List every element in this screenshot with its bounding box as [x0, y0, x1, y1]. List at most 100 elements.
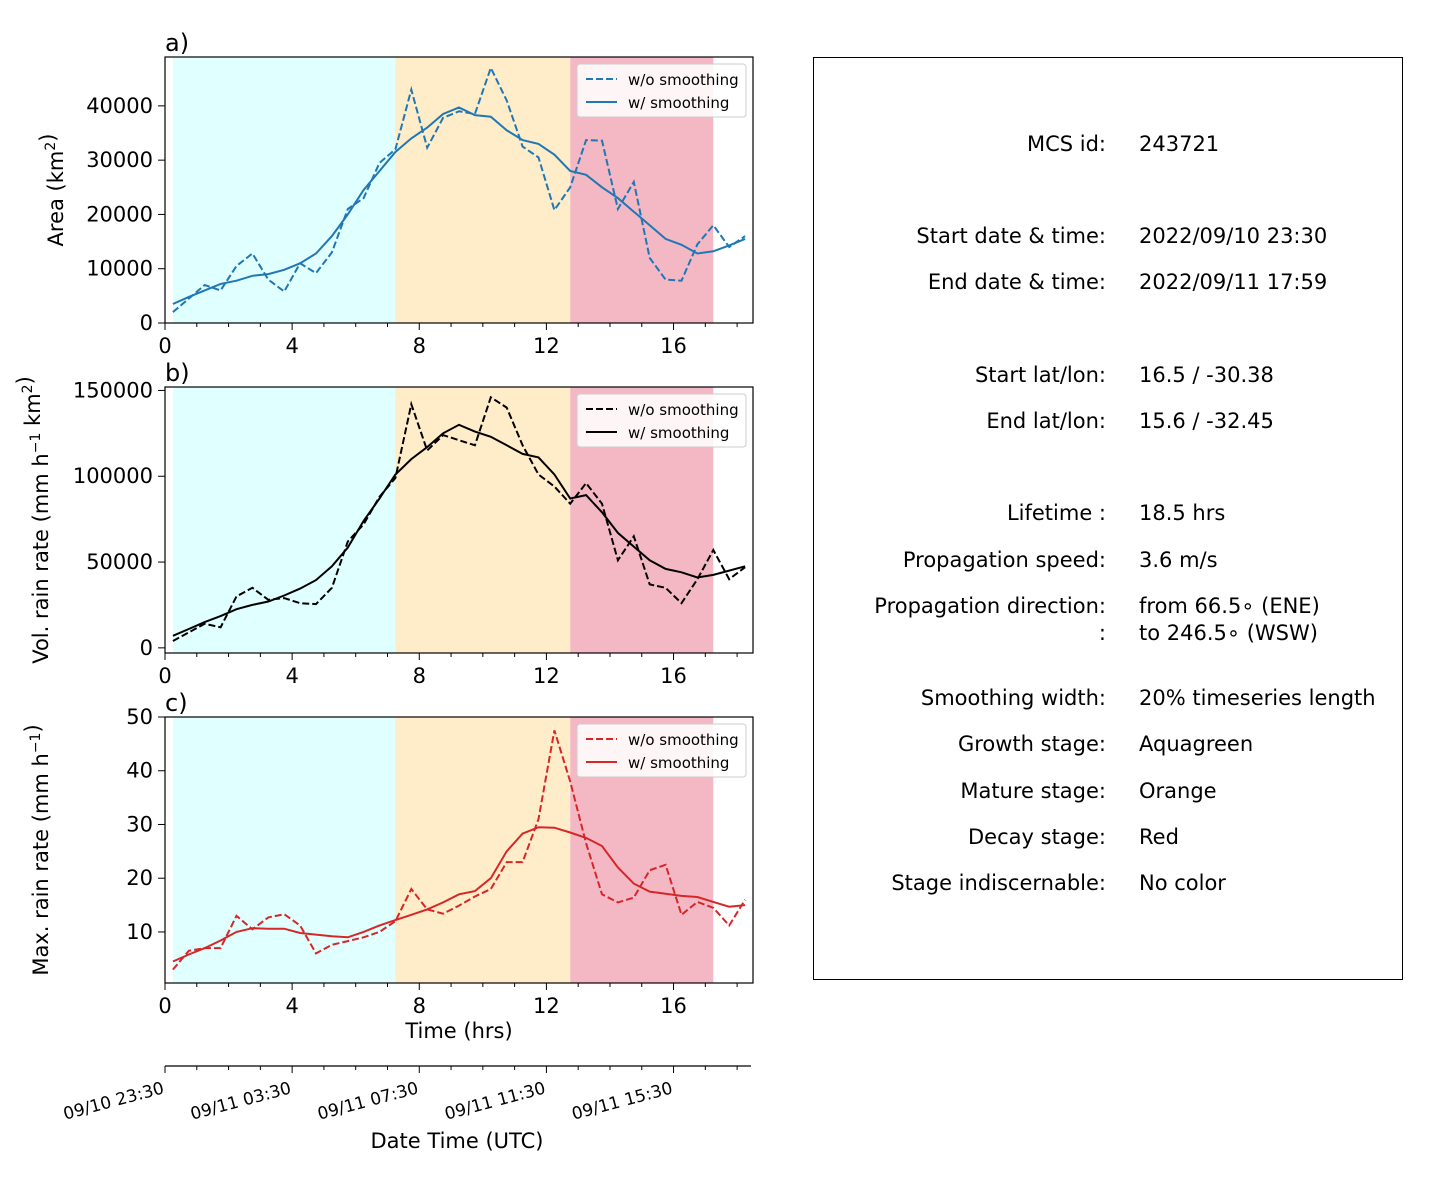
stage-growth-band: [172, 387, 396, 653]
y-tick-label: 20: [126, 866, 153, 890]
panel-c: 0 4 8 12 16 10 20 30 40 50 c) Max. rain rate (mm h−…: [21, 689, 754, 1043]
speed-label: Propagation speed:: [902, 548, 1106, 572]
x-axis-label: Time (hrs): [404, 1019, 512, 1043]
smoothing-value: 20% timeseries length: [1139, 686, 1376, 710]
y-tick-label: 50000: [86, 550, 153, 574]
y-label-superscript: 2: [43, 142, 59, 151]
series-unsmoothed-line: [172, 65, 746, 313]
x-tick-label: 16: [660, 664, 687, 688]
date-tick-label: 09/11 07:30: [316, 1079, 421, 1125]
y-label-superscript: 2: [20, 384, 36, 393]
panel-a: 0 4 8 12 16 0 10000 20000 30000 40000 a) Area (km2)…: [36, 29, 754, 358]
legend: w/o smoothing w/ smoothing: [576, 393, 747, 448]
direction-to-value: to 246.5∘ (WSW): [1139, 621, 1318, 645]
x-tick-label: 8: [413, 664, 426, 688]
date-tick-label: 09/10 23:30: [61, 1079, 166, 1125]
end-latlon-label: End lat/lon:: [986, 409, 1106, 433]
plot-frame: [164, 386, 754, 654]
end-latlon-value: 15.6 / -32.45: [1139, 409, 1274, 433]
mcs-id-value: 243721: [1139, 132, 1220, 156]
x-tick-label: 12: [533, 994, 560, 1018]
legend-label: w/ smoothing: [628, 424, 729, 442]
panel-b: 0 4 8 12 16 0 50000 100000 150000 b) Vol. rain rat…: [13, 359, 754, 688]
y-tick-label: 10000: [86, 257, 153, 281]
x-tick-label: 4: [285, 334, 298, 358]
y-tick-label: 40000: [86, 94, 153, 118]
stage-mature-band: [395, 57, 571, 323]
x-tick-label: 12: [533, 334, 560, 358]
panel-label: c): [165, 689, 188, 717]
indiscernable-label: Stage indiscernable:: [891, 871, 1106, 895]
lifetime-label: Lifetime :: [1006, 501, 1106, 525]
legend-box: [576, 63, 747, 118]
y-label-part: ): [36, 134, 60, 142]
end-time-label: End date & time:: [927, 270, 1106, 294]
end-time-value: 2022/09/11 17:59: [1139, 270, 1328, 294]
x-tick-label: 16: [660, 334, 687, 358]
y-tick-label: 30000: [86, 148, 153, 172]
y-tick-label: 20000: [86, 202, 153, 226]
x-tick-label: 16: [660, 994, 687, 1018]
series-unsmoothed-line: [172, 730, 746, 971]
decay-value: Red: [1139, 825, 1179, 849]
legend-box: [576, 393, 747, 448]
stage-growth-band: [172, 57, 396, 323]
y-label-part: Vol. rain rate (mm h: [29, 453, 53, 664]
legend: w/o smoothing w/ smoothing: [576, 723, 747, 778]
x-tick-label: 12: [533, 664, 560, 688]
date-tick-label: 09/11 11:30: [443, 1079, 548, 1125]
y-label-part: km: [21, 393, 45, 432]
y-label-part: ): [13, 376, 37, 384]
growth-label: Growth stage:: [957, 732, 1106, 756]
series-smoothed-line: [172, 826, 746, 963]
mature-value: Orange: [1139, 779, 1217, 803]
y-label-part: Area (km: [44, 151, 68, 247]
y-tick-label: 150000: [73, 378, 153, 402]
legend-label: w/o smoothing: [628, 401, 739, 419]
y-tick-label: 0: [140, 636, 153, 660]
plot-frame: [164, 56, 754, 324]
mcs-info-panel: MCS id: 243721 Start date & time: 2022/0…: [813, 57, 1403, 980]
y-label-superscript: −1: [28, 433, 44, 454]
date-axis-label: Date Time (UTC): [371, 1129, 544, 1153]
x-tick-label: 4: [285, 664, 298, 688]
start-time-value: 2022/09/10 23:30: [1139, 224, 1328, 248]
stage-mature-band: [395, 717, 571, 983]
series-smoothed-line: [172, 423, 746, 637]
x-tick-label: 8: [413, 994, 426, 1018]
legend-box: [576, 723, 747, 778]
direction-from-value: from 66.5∘ (ENE): [1139, 594, 1320, 618]
speed-value: 3.6 m/s: [1139, 548, 1218, 572]
y-tick-label: 50: [126, 705, 153, 729]
date-time-axis: 09/10 23:30 09/11 03:30 09/11 07:30 09/11 1…: [61, 1065, 751, 1153]
y-axis-label: Vol. rain rate (mm h−1 km2): [13, 376, 53, 664]
date-tick-label: 09/11 15:30: [570, 1079, 675, 1125]
x-tick-label: 8: [413, 334, 426, 358]
y-tick-label: 10: [126, 920, 153, 944]
x-tick-label: 0: [158, 994, 171, 1018]
growth-value: Aquagreen: [1139, 732, 1254, 756]
y-label-superscript: −1: [28, 733, 44, 754]
start-time-label: Start date & time:: [916, 224, 1106, 248]
indiscernable-value: No color: [1139, 871, 1226, 895]
panel-label: b): [165, 359, 190, 387]
legend: w/o smoothing w/ smoothing: [576, 63, 747, 118]
y-tick-label: 30: [126, 812, 153, 836]
stage-growth-band: [172, 717, 396, 983]
y-label-part: Max. rain rate (mm h: [29, 753, 53, 976]
legend-label: w/o smoothing: [628, 731, 739, 749]
mature-label: Mature stage:: [960, 779, 1106, 803]
lifetime-value: 18.5 hrs: [1139, 501, 1226, 525]
legend-label: w/ smoothing: [628, 94, 729, 112]
decay-label: Decay stage:: [968, 825, 1106, 849]
mcs-id-label: MCS id:: [1026, 132, 1106, 156]
stage-mature-band: [395, 387, 571, 653]
series-smoothed-line: [172, 106, 746, 305]
legend-label: w/ smoothing: [628, 754, 729, 772]
start-latlon-label: Start lat/lon:: [974, 363, 1106, 387]
x-tick-label: 0: [158, 664, 171, 688]
y-axis-label: Max. rain rate (mm h−1): [21, 724, 53, 975]
start-latlon-value: 16.5 / -30.38: [1139, 363, 1274, 387]
series-unsmoothed-line: [172, 395, 746, 642]
y-tick-label: 100000: [73, 464, 153, 488]
